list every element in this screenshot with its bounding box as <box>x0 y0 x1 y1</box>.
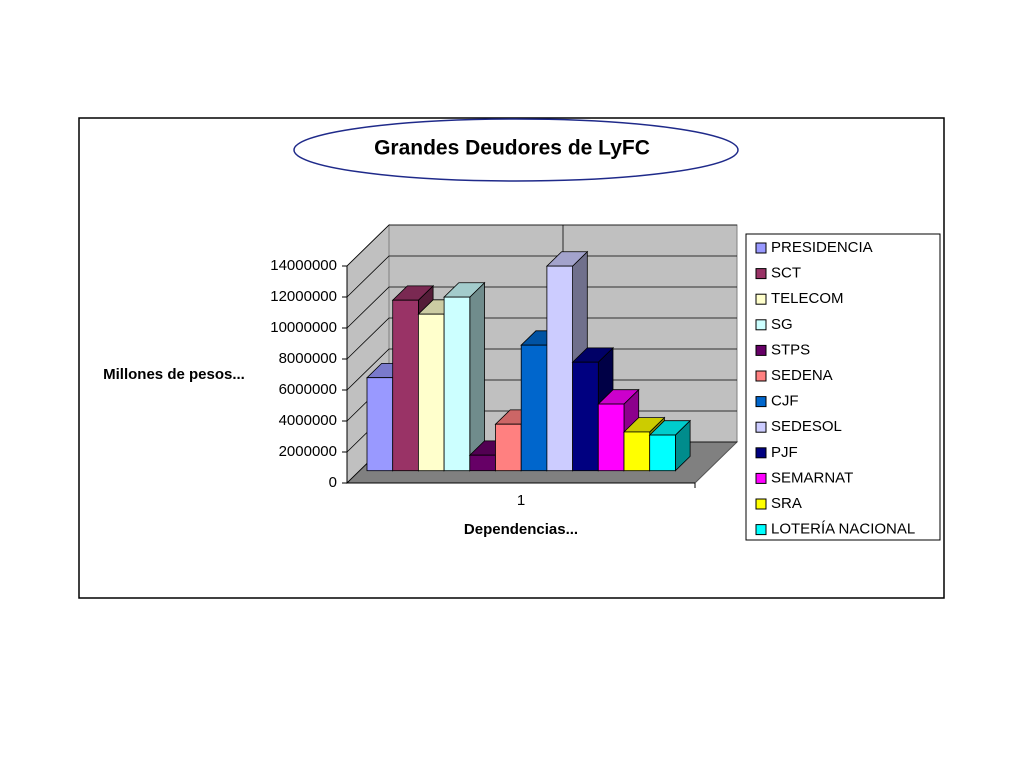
grid-line <box>346 286 737 329</box>
y-tick-label: 2000000 <box>279 443 337 460</box>
y-tick-label: 4000000 <box>279 412 337 429</box>
grid-line <box>346 317 737 360</box>
legend-label: PJF <box>771 444 798 461</box>
bar <box>495 423 522 472</box>
y-tick-label: 12000000 <box>270 288 337 305</box>
legend-label: SEMARNAT <box>771 469 853 486</box>
legend-label: LOTERÍA NACIONAL <box>771 521 915 538</box>
legend-swatch <box>755 242 767 254</box>
bar <box>366 377 394 472</box>
grid-line <box>346 348 737 391</box>
legend-swatch <box>755 268 767 280</box>
legend-label: PRESIDENCIA <box>771 239 873 256</box>
bar <box>392 299 419 472</box>
bar <box>597 403 625 472</box>
legend-label: STPS <box>771 341 810 358</box>
grid-line <box>346 224 737 267</box>
bar <box>649 434 676 472</box>
bar <box>417 313 445 472</box>
legend-swatch <box>755 447 767 459</box>
legend-label: SG <box>771 316 793 333</box>
legend-swatch <box>755 293 767 305</box>
y-tick-label: 14000000 <box>270 257 337 274</box>
chart-title: Grandes Deudores de LyFC <box>374 137 650 160</box>
legend-swatch <box>755 524 767 536</box>
bar <box>623 431 651 472</box>
bar <box>520 344 548 472</box>
bar <box>469 454 496 472</box>
legend-label: CJF <box>771 393 799 410</box>
y-tick-label: 10000000 <box>270 319 337 336</box>
x-axis-title: Dependencias... <box>464 521 578 538</box>
bar <box>546 265 574 472</box>
bar <box>572 361 599 472</box>
legend-label: TELECOM <box>771 290 844 307</box>
y-tick-label: 6000000 <box>279 381 337 398</box>
grid-line <box>346 255 737 298</box>
legend-swatch <box>755 319 767 331</box>
bar <box>443 296 471 472</box>
y-tick-label: 8000000 <box>279 350 337 367</box>
legend-label: SRA <box>771 495 802 512</box>
legend-swatch <box>755 344 767 356</box>
legend-label: SEDESOL <box>771 418 842 435</box>
legend-swatch <box>755 370 767 382</box>
y-axis-title: Millones de pesos... <box>103 366 245 383</box>
y-tick-label: 0 <box>329 474 337 491</box>
legend-label: SEDENA <box>771 367 833 384</box>
legend-label: SCT <box>771 265 801 282</box>
legend-box <box>745 233 941 541</box>
legend-swatch <box>755 421 767 433</box>
x-tick-label: 1 <box>517 492 525 509</box>
legend-swatch <box>755 498 767 510</box>
legend-swatch <box>755 396 767 408</box>
legend-swatch <box>755 472 767 484</box>
title-ellipse <box>293 118 739 182</box>
